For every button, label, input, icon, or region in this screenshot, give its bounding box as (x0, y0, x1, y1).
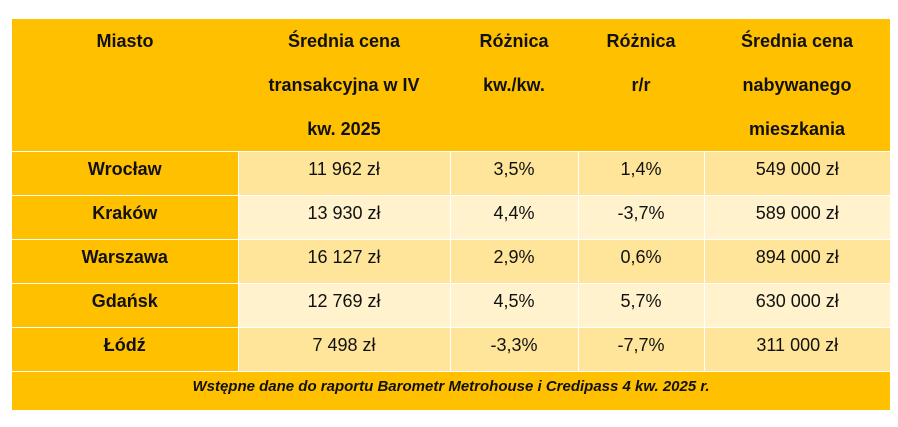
header-avg-flat-price-line-1: Średnia cena (740, 31, 854, 51)
cell-qoq: -3,3% (449, 327, 579, 372)
header-avg-flat-price-line-3: mieszkania (748, 119, 846, 139)
cell-yoy: -7,7% (577, 327, 705, 372)
header-qoq-line-1: Różnica (479, 31, 549, 51)
footer-row: Wstępne dane do raportu Barometr Metroho… (12, 371, 890, 410)
table-row: Warszawa 16 127 zł 2,9% 0,6% 894 000 zł (12, 239, 890, 284)
cell-city: Wrocław (12, 151, 239, 196)
cell-yoy: 5,7% (577, 283, 705, 328)
cell-avg-price: 12 769 zł (237, 283, 451, 328)
cell-city: Łódź (12, 327, 239, 372)
header-yoy-line-2: r/r (631, 75, 651, 95)
cell-avg-flat-price: 630 000 zł (703, 283, 890, 328)
cell-yoy: 1,4% (577, 151, 705, 196)
header-qoq-line-2: kw./kw. (483, 75, 545, 95)
cell-qoq: 3,5% (449, 151, 579, 196)
price-table: Miasto Średnia cena transakcyjna w IV kw… (12, 19, 890, 410)
table-row: Kraków 13 930 zł 4,4% -3,7% 589 000 zł (12, 195, 890, 240)
header-city-line-1: Miasto (96, 31, 154, 51)
table-row: Gdańsk 12 769 zł 4,5% 5,7% 630 000 zł (12, 283, 890, 328)
header-avg-price-line-2: transakcyjna w IV (268, 75, 420, 95)
cell-qoq: 2,9% (449, 239, 579, 284)
header-yoy: Różnica r/r (578, 19, 704, 152)
cell-avg-flat-price: 894 000 zł (703, 239, 890, 284)
header-avg-flat-price: Średnia cena nabywanego mieszkania (704, 19, 890, 152)
cell-avg-price: 7 498 zł (237, 327, 451, 372)
table-row: Wrocław 11 962 zł 3,5% 1,4% 549 000 zł (12, 151, 890, 196)
cell-avg-price: 16 127 zł (237, 239, 451, 284)
cell-avg-flat-price: 589 000 zł (703, 195, 890, 240)
header-yoy-line-1: Różnica (606, 31, 676, 51)
cell-avg-flat-price: 311 000 zł (703, 327, 890, 372)
cell-yoy: 0,6% (577, 239, 705, 284)
cell-city: Warszawa (12, 239, 239, 284)
header-qoq: Różnica kw./kw. (450, 19, 578, 152)
cell-avg-price: 11 962 zł (237, 151, 451, 196)
table-row: Łódź 7 498 zł -3,3% -7,7% 311 000 zł (12, 327, 890, 372)
cell-city: Kraków (12, 195, 239, 240)
header-avg-price: Średnia cena transakcyjna w IV kw. 2025 (238, 19, 450, 152)
cell-avg-flat-price: 549 000 zł (703, 151, 890, 196)
header-row: Miasto Średnia cena transakcyjna w IV kw… (12, 19, 890, 152)
header-avg-flat-price-line-2: nabywanego (742, 75, 852, 95)
header-avg-price-line-3: kw. 2025 (307, 119, 381, 139)
cell-city: Gdańsk (12, 283, 239, 328)
source-note: Wstępne dane do raportu Barometr Metroho… (12, 371, 890, 410)
cell-qoq: 4,5% (449, 283, 579, 328)
header-avg-price-line-1: Średnia cena (287, 31, 401, 51)
cell-yoy: -3,7% (577, 195, 705, 240)
header-city: Miasto (12, 19, 238, 152)
cell-avg-price: 13 930 zł (237, 195, 451, 240)
cell-qoq: 4,4% (449, 195, 579, 240)
